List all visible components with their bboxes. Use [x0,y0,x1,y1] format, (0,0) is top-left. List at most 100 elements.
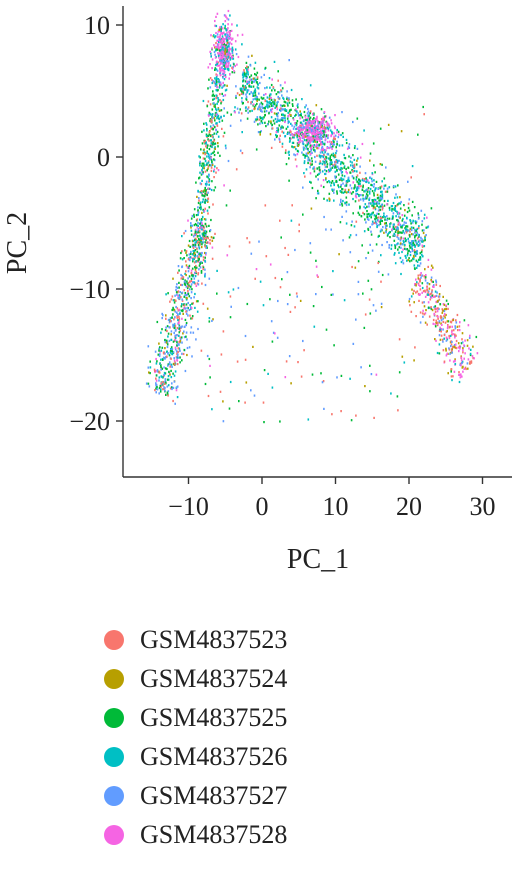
data-point [179,361,181,364]
data-point [222,63,224,66]
data-point [378,224,380,227]
data-point [322,149,324,152]
legend-swatch [104,785,124,806]
data-point [322,185,325,189]
data-point [226,84,228,87]
data-point [379,196,381,199]
data-point [261,121,264,125]
data-point [323,118,325,122]
data-point [297,134,300,138]
data-point [266,103,268,106]
data-point [216,48,218,51]
data-point [320,120,322,123]
data-point [312,136,315,140]
data-point [363,129,365,132]
data-point [447,324,449,327]
data-point [421,249,423,252]
data-point [190,326,193,329]
data-point [227,65,229,68]
data-point [206,175,208,178]
data-point [349,377,351,380]
data-point [330,184,332,187]
data-point [175,299,177,302]
data-point [188,346,191,349]
data-point [194,249,197,252]
data-point [460,359,463,362]
data-point [213,168,216,171]
data-point [323,407,325,410]
data-point [209,112,212,115]
data-point [413,243,415,246]
data-point [296,127,299,130]
data-point [165,314,167,317]
data-point [325,178,327,181]
data-point [194,253,196,256]
data-point [417,133,419,136]
data-point [215,15,217,18]
data-point [252,98,255,101]
data-point [201,237,204,240]
data-point [312,140,315,143]
data-point [329,169,331,173]
legend-label: GSM4837527 [140,780,288,810]
data-point [343,175,346,178]
data-point [306,141,308,144]
data-point [213,117,216,120]
data-point [236,360,239,363]
data-point [197,283,200,286]
data-point [209,125,212,128]
data-point [223,41,226,44]
data-point [366,188,368,191]
data-point [196,226,199,229]
data-point [419,284,421,288]
data-point [156,320,159,324]
data-point [211,145,213,149]
data-point [324,168,326,172]
data-point [224,33,226,36]
data-point [255,79,257,82]
data-point [204,160,207,163]
data-point [454,333,456,336]
data-point [215,79,218,82]
data-point [210,142,213,145]
data-point [204,192,207,195]
data-point [386,203,388,206]
data-point [288,113,291,116]
data-point [335,175,337,178]
data-point [193,281,196,284]
data-point [305,124,307,127]
data-point [206,105,209,108]
data-point [312,305,315,308]
data-point [325,170,328,173]
data-point [341,111,343,114]
data-point [441,308,444,311]
data-point [345,191,348,194]
data-point [149,360,151,363]
data-point [208,164,211,167]
data-point [192,281,194,284]
y-tick-label: 0 [97,143,110,172]
data-point [301,123,304,126]
data-point [298,135,301,138]
data-point [195,214,198,217]
data-point [264,93,267,96]
data-point [246,237,248,240]
data-point [325,160,328,163]
data-point [227,159,230,163]
data-point [214,24,216,27]
data-point [173,359,176,362]
data-point [203,231,205,235]
data-point [366,215,368,218]
data-point [206,146,208,149]
data-point [352,154,354,157]
data-point [191,267,194,270]
data-point [287,125,289,128]
data-point [197,211,200,214]
data-point [393,223,395,226]
data-point [224,20,227,23]
data-point [333,188,335,191]
data-point [415,291,417,294]
data-point [292,117,294,120]
data-point [201,130,203,133]
data-point [450,375,453,378]
